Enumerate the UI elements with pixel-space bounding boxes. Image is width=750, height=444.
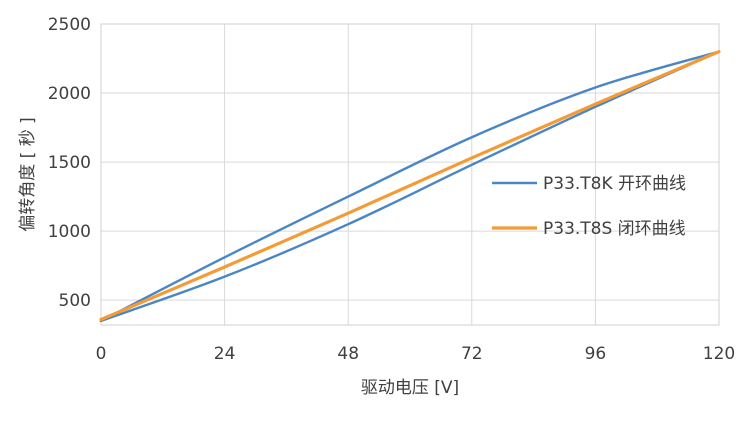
tick-labels: 0 24 48 72 96 120 500 1000 1500 2000 2500 xyxy=(48,15,735,364)
series-layer xyxy=(99,50,721,323)
y-tick-label: 2500 xyxy=(48,15,91,35)
series-line-2 xyxy=(99,50,721,323)
y-axis-label: 偏转角度 [ 秒 ] xyxy=(18,117,38,231)
x-tick-label: 72 xyxy=(461,344,483,364)
legend-label: P33.T8S 闭环曲线 xyxy=(543,219,686,239)
plot-area-frame xyxy=(100,23,720,326)
x-tick-label: 120 xyxy=(703,344,735,364)
x-axis-label: 驱动电压 [V] xyxy=(361,378,459,398)
y-tick-label: 500 xyxy=(59,291,91,311)
series-line-3 xyxy=(99,50,721,322)
x-tick-label: 48 xyxy=(337,344,359,364)
y-tick-label: 2000 xyxy=(48,84,91,104)
x-tick-label: 24 xyxy=(214,344,236,364)
legend-label: P33.T8K 开环曲线 xyxy=(543,174,686,194)
y-tick-label: 1500 xyxy=(48,153,91,173)
x-tick-label: 96 xyxy=(585,344,607,364)
y-tick-label: 1000 xyxy=(48,222,91,242)
series-line-1 xyxy=(99,50,721,323)
x-tick-label: 0 xyxy=(96,344,107,364)
legend: P33.T8K 开环曲线 P33.T8S 闭环曲线 xyxy=(492,174,686,239)
